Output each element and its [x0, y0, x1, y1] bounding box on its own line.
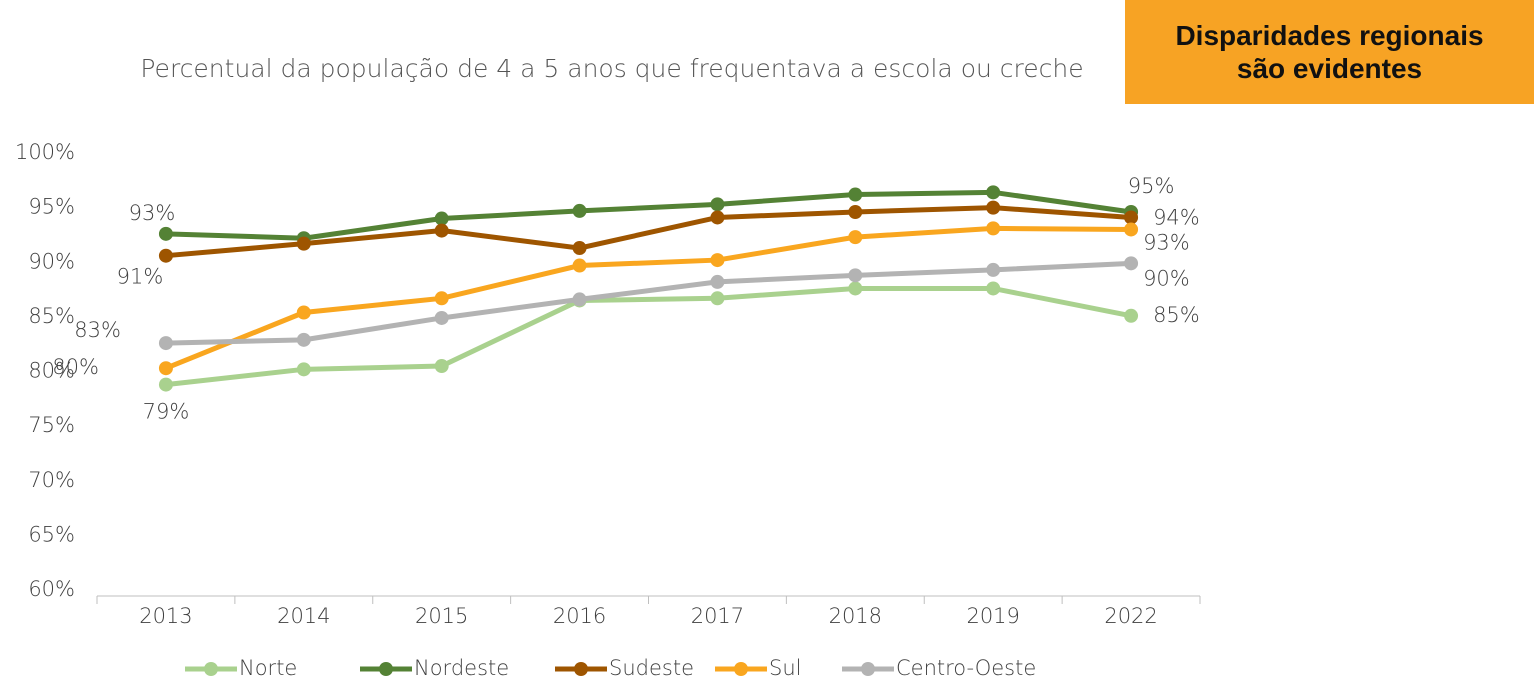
point: [158, 248, 173, 263]
point: [710, 253, 725, 268]
point: [848, 204, 863, 219]
y-tick-label: 75%: [28, 413, 75, 437]
x-tick-label: 2014: [277, 604, 330, 628]
point: [572, 292, 587, 307]
point: [296, 236, 311, 251]
annotation: Disparidades regionais são evidentes: [1125, 0, 1534, 104]
point: [572, 241, 587, 256]
chart-title: Percentual da população de 4 a 5 anos qu…: [140, 54, 1084, 83]
x-tick-label: 2015: [415, 604, 468, 628]
data-label: 94%: [1153, 205, 1200, 229]
point: [1124, 210, 1139, 225]
point: [296, 362, 311, 377]
point: [848, 281, 863, 296]
data-label: 93%: [1143, 230, 1190, 254]
data-label: 90%: [1143, 266, 1190, 290]
point: [158, 361, 173, 376]
point: [434, 310, 449, 325]
legend-marker: [861, 662, 875, 676]
point: [434, 211, 449, 226]
legend-label: Norte: [239, 656, 297, 680]
x-tick-label: 2016: [553, 604, 606, 628]
point: [1124, 308, 1139, 323]
series-line: [165, 285, 1132, 388]
x-tick-label: 2017: [691, 604, 744, 628]
y-tick-label: 80%: [28, 359, 75, 383]
legend-label: Nordeste: [414, 656, 509, 680]
point: [296, 305, 311, 320]
legend-label: Sul: [769, 656, 801, 680]
y-tick-label: 100%: [15, 140, 75, 164]
y-tick-label: 95%: [28, 195, 75, 219]
x-tick-label: 2022: [1104, 604, 1157, 628]
x-tick-label: 2013: [139, 604, 192, 628]
series-line: [165, 205, 1132, 259]
series-line: [165, 225, 1132, 371]
y-tick-label: 85%: [28, 304, 75, 328]
point: [572, 258, 587, 273]
point: [986, 281, 1001, 296]
y-tick-label: 90%: [28, 249, 75, 273]
point: [158, 377, 173, 392]
data-label: 91%: [117, 265, 164, 289]
point: [710, 197, 725, 212]
data-label: 83%: [74, 318, 121, 342]
point: [986, 221, 1001, 236]
legend-marker: [204, 662, 218, 676]
point: [710, 274, 725, 289]
x-tick-label: 2018: [829, 604, 882, 628]
legend-label: Centro-Oeste: [896, 656, 1036, 680]
point: [848, 268, 863, 283]
point: [296, 332, 311, 347]
data-label: 79%: [143, 400, 190, 424]
data-label: 93%: [129, 201, 176, 225]
data-label: 85%: [1153, 303, 1200, 327]
series-line: [165, 189, 1132, 241]
point: [434, 359, 449, 374]
legend-marker: [734, 662, 748, 676]
data-label: 95%: [1128, 174, 1175, 198]
y-tick-label: 65%: [28, 522, 75, 546]
point: [986, 200, 1001, 215]
point: [1124, 222, 1139, 237]
point: [434, 223, 449, 238]
point: [572, 203, 587, 218]
x-tick-label: 2019: [966, 604, 1019, 628]
point: [710, 210, 725, 225]
point: [848, 230, 863, 245]
data-label: 80%: [52, 355, 99, 379]
point: [1124, 256, 1139, 271]
legend-marker: [574, 662, 588, 676]
legend-label: Sudeste: [609, 656, 694, 680]
point: [158, 336, 173, 351]
legend-marker: [379, 662, 393, 676]
point: [986, 185, 1001, 200]
series-line: [165, 260, 1132, 346]
point: [434, 291, 449, 306]
point: [710, 291, 725, 306]
y-tick-label: 60%: [28, 577, 75, 601]
point: [986, 262, 1001, 277]
point: [158, 226, 173, 241]
point: [848, 187, 863, 202]
y-tick-label: 70%: [28, 468, 75, 492]
